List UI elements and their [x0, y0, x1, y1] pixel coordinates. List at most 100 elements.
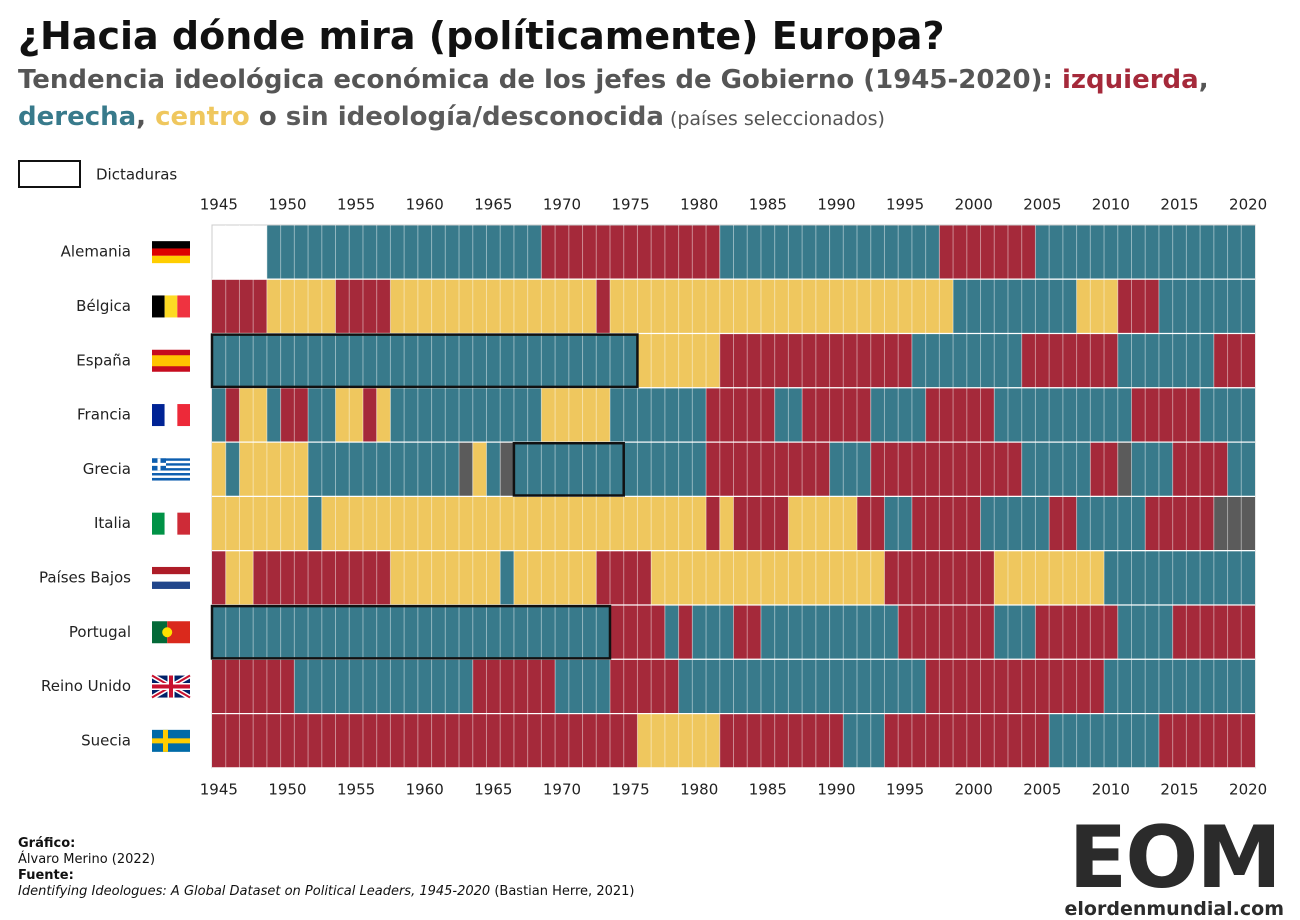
segment	[212, 551, 226, 605]
segment	[335, 279, 391, 334]
row-label: Francia	[77, 406, 131, 424]
x-tick-label: 1975	[611, 196, 649, 214]
segment	[1035, 605, 1118, 659]
flag	[152, 473, 190, 476]
flag	[164, 404, 178, 427]
segment	[884, 551, 995, 605]
segment	[1117, 442, 1132, 496]
segment	[1227, 442, 1255, 496]
segment	[280, 388, 309, 442]
segment	[925, 388, 995, 442]
segment	[266, 279, 336, 334]
subtitle-part: ,	[1198, 65, 1209, 95]
segment	[911, 334, 1022, 388]
x-tick-label: 1965	[474, 196, 512, 214]
subtitle-part: Tendencia ideológica económica de los je…	[18, 65, 1062, 95]
segment	[1158, 714, 1255, 768]
x-tick-label: 2020	[1229, 196, 1267, 214]
dictatorship	[210, 333, 639, 389]
segment	[335, 388, 363, 442]
segment	[1049, 497, 1077, 551]
header: ¿Hacia dónde mira (políticamente) Europa…	[18, 14, 1293, 138]
flag	[152, 566, 190, 575]
segment	[788, 497, 858, 551]
x-tick-label: 1985	[749, 781, 787, 799]
chart-subtitle: Tendencia ideológica económica de los je…	[18, 62, 1293, 138]
flag	[152, 241, 190, 249]
segment	[225, 388, 240, 442]
x-tick-label: 1970	[543, 781, 581, 799]
logo-mark: EOM	[1068, 808, 1282, 908]
segment	[706, 497, 720, 551]
segment	[609, 659, 679, 714]
segment	[513, 551, 597, 605]
segment	[678, 605, 693, 659]
segment	[1213, 334, 1255, 388]
segment	[609, 279, 954, 334]
segment	[1200, 388, 1255, 442]
x-tick-label: 1970	[543, 196, 581, 214]
row-label: Grecia	[83, 460, 131, 478]
segment	[884, 714, 1050, 768]
segment	[212, 714, 638, 768]
segment	[541, 225, 720, 279]
flag	[152, 468, 190, 471]
x-tick-label: 1950	[268, 781, 306, 799]
segment	[212, 279, 267, 334]
segment	[1104, 659, 1255, 714]
flag	[162, 627, 173, 638]
segment	[212, 605, 610, 659]
segment	[719, 334, 912, 388]
source-title: Identifying Ideologues: A Global Dataset…	[18, 884, 491, 899]
flag	[152, 460, 190, 464]
subtitle-part: derecha	[18, 102, 137, 132]
flag	[177, 404, 190, 427]
segment	[925, 659, 1105, 714]
x-tick-label: 1980	[680, 196, 718, 214]
segment	[596, 551, 652, 605]
segment	[733, 497, 789, 551]
x-tick-label: 1945	[200, 196, 238, 214]
segment	[994, 551, 1105, 605]
segment	[1131, 388, 1201, 442]
flag	[167, 621, 190, 644]
segment	[266, 225, 542, 279]
segment	[239, 442, 309, 496]
subtitle-part: ,	[136, 102, 156, 132]
footer: Gráfico: Álvaro Merino (2022) Fuente: Id…	[18, 836, 634, 900]
flag	[152, 248, 190, 256]
row-label: Suecia	[81, 731, 131, 749]
row-label: Reino Unido	[41, 677, 131, 695]
segment	[1021, 442, 1091, 496]
segment	[1117, 334, 1214, 388]
segment	[1172, 442, 1228, 496]
segment	[212, 497, 309, 551]
row-label: Italia	[94, 514, 131, 532]
segment	[513, 442, 707, 496]
x-tick-label: 2010	[1092, 196, 1130, 214]
segment	[308, 497, 322, 551]
segment	[596, 279, 610, 334]
segment	[637, 334, 720, 388]
segment	[472, 442, 487, 496]
segment	[212, 388, 226, 442]
segment	[664, 605, 679, 659]
segment	[843, 714, 885, 768]
row-label: Portugal	[69, 623, 131, 641]
segment	[774, 388, 803, 442]
flag	[152, 465, 190, 469]
segment	[500, 442, 514, 496]
segment	[692, 605, 734, 659]
x-tick-label: 2000	[955, 196, 993, 214]
segment	[1172, 605, 1255, 659]
segment	[459, 442, 473, 496]
segment	[308, 388, 336, 442]
x-tick-label: 1985	[749, 196, 787, 214]
segment	[212, 334, 638, 388]
segment	[953, 279, 1077, 334]
flag	[152, 355, 190, 367]
segment	[376, 388, 391, 442]
flag	[152, 675, 190, 698]
